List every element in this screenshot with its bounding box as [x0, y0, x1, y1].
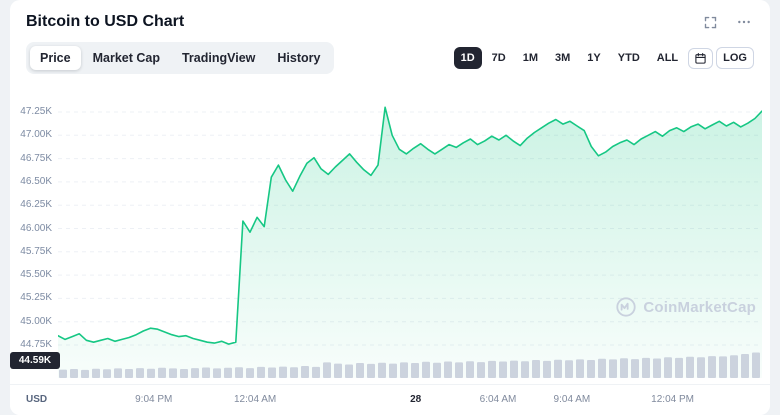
y-axis-label: 44.75K — [20, 339, 52, 350]
x-axis-label: 12:04 PM — [651, 394, 694, 405]
chart-card: Bitcoin to USD Chart Price Market Cap Tr… — [10, 0, 770, 415]
y-axis-label: 46.00K — [20, 222, 52, 234]
log-scale-button[interactable]: LOG — [716, 47, 754, 69]
tab-history[interactable]: History — [267, 46, 330, 70]
y-axis-label: 45.75K — [20, 245, 52, 257]
chart-type-tabs: Price Market Cap TradingView History — [26, 42, 335, 74]
y-axis-label: 45.25K — [20, 292, 52, 304]
currency-label: USD — [26, 394, 48, 405]
tab-tradingview[interactable]: TradingView — [172, 46, 265, 70]
y-axis-label: 47.00K — [20, 129, 52, 141]
fullscreen-icon[interactable] — [701, 13, 720, 32]
y-axis-label: 46.50K — [20, 175, 52, 187]
y-axis-label: 46.75K — [20, 152, 52, 164]
y-axis-label: 45.00K — [20, 315, 52, 327]
range-7d[interactable]: 7D — [485, 47, 513, 69]
tab-market-cap[interactable]: Market Cap — [83, 46, 170, 70]
range-1d[interactable]: 1D — [453, 47, 482, 69]
calendar-icon[interactable] — [688, 47, 714, 69]
header-icons — [701, 12, 754, 32]
y-axis-label: 46.25K — [20, 199, 52, 211]
y-axis-label: 47.25K — [20, 106, 52, 117]
range-3m[interactable]: 3M — [548, 47, 577, 69]
x-axis-label: 9:04 AM — [553, 394, 591, 405]
x-axis-label: 28 — [410, 394, 422, 405]
chart-header: Bitcoin to USD Chart — [10, 0, 770, 36]
current-price-badge: 44.59K — [10, 352, 60, 369]
price-chart[interactable] — [58, 92, 762, 384]
page-title: Bitcoin to USD Chart — [26, 13, 185, 30]
more-options-icon[interactable] — [734, 12, 754, 32]
x-axis-label: 12:04 AM — [233, 394, 277, 405]
range-1m[interactable]: 1M — [516, 47, 545, 69]
x-axis-label: 9:04 PM — [135, 394, 173, 405]
range-1y[interactable]: 1Y — [580, 47, 607, 69]
range-ytd[interactable]: YTD — [611, 47, 647, 69]
x-axis: USD 9:04 PM 12:04 AM 28 6:04 AM 9:04 AM 12:04… — [10, 384, 770, 415]
chart-toolbar: Price Market Cap TradingView History 1D … — [10, 36, 770, 84]
range-selector: 1D 7D 1M 3M 1Y YTD ALL LOG — [453, 47, 754, 69]
x-axis-label: 6:04 AM — [479, 394, 517, 405]
tab-price[interactable]: Price — [30, 46, 81, 70]
range-all[interactable]: ALL — [650, 47, 685, 69]
y-axis-label: 45.50K — [20, 269, 52, 281]
